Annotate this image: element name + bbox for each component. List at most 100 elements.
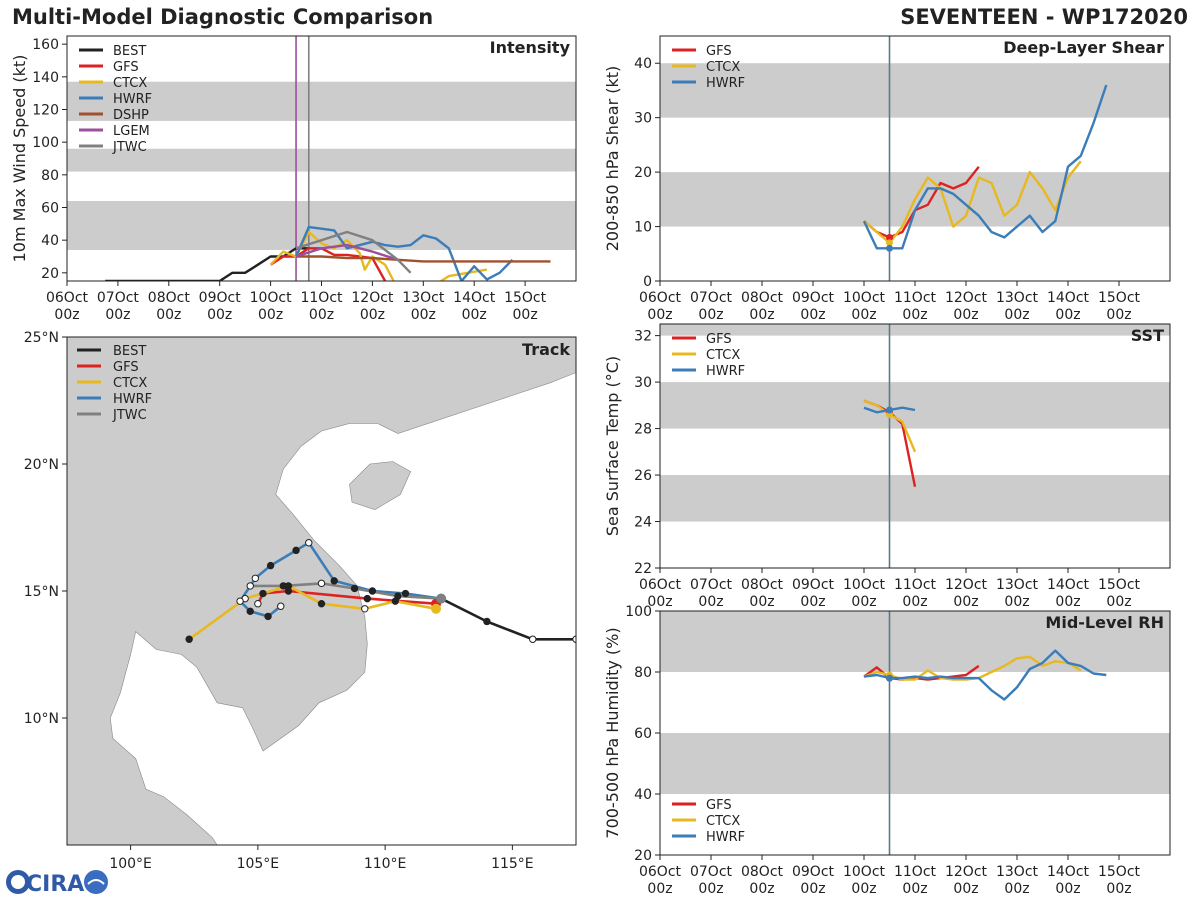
- shear-xtick-sublabel: 00z: [800, 307, 825, 323]
- rh-xtick-sublabel: 00z: [851, 881, 876, 897]
- track-legend-label: CTCX: [113, 376, 147, 391]
- shear-xtick-label: 12Oct: [945, 290, 988, 306]
- track-point-hwrf: [246, 607, 254, 616]
- rh-xtick-label: 08Oct: [741, 864, 784, 880]
- sst-init-point-hwrf: [886, 406, 893, 414]
- track-point-gfs: [254, 600, 262, 608]
- rh-ytick-label: 80: [634, 665, 652, 681]
- track-point-jtwc: [394, 592, 402, 600]
- sst-ytick-label: 24: [634, 515, 652, 531]
- track-point-jtwc: [246, 582, 254, 590]
- intensity-xtick-sublabel: 00z: [462, 307, 487, 323]
- track-point-jtwc: [317, 579, 326, 588]
- sst-xtick-label: 12Oct: [945, 577, 988, 593]
- sst-xtick-label: 11Oct: [894, 577, 937, 593]
- shear-init-point-ctcx: [886, 239, 893, 247]
- track-point-hwrf: [251, 574, 260, 582]
- shear-init-point-hwrf: [886, 244, 893, 252]
- intensity-xtick-label: 09Oct: [199, 290, 242, 306]
- panel-sst: 22242628303206Oct00z07Oct00z08Oct00z09Oc…: [603, 323, 1171, 610]
- intensity-xtick-sublabel: 00z: [207, 307, 232, 323]
- sst-xtick-sublabel: 00z: [647, 594, 672, 610]
- storm-id: SEVENTEEN - WP172020: [900, 5, 1188, 29]
- track-point-jtwc: [350, 584, 359, 593]
- rh-xtick-sublabel: 00z: [749, 881, 774, 897]
- shear-xtick-sublabel: 00z: [953, 307, 978, 323]
- cira-logo: CIRA: [6, 870, 108, 897]
- shear-ytick-label: 30: [634, 111, 652, 127]
- intensity-xtick-label: 07Oct: [97, 290, 140, 306]
- shear-title: Deep-Layer Shear: [1003, 38, 1164, 57]
- rh-init-point-hwrf: [886, 674, 893, 682]
- sst-xtick-label: 10Oct: [843, 577, 886, 593]
- intensity-ytick-label: 40: [41, 233, 59, 249]
- intensity-legend-label: JTWC: [112, 140, 147, 155]
- sst-ytick-label: 30: [634, 375, 652, 391]
- logo-globe-inner: [11, 875, 25, 889]
- shear-ytick-label: 0: [643, 274, 652, 290]
- rh-legend-label: CTCX: [706, 814, 740, 829]
- panel-intensity: 2040608010012014016006Oct00z07Oct00z08Oc…: [10, 35, 577, 323]
- intensity-xtick-sublabel: 00z: [156, 307, 181, 323]
- track-legend-label: JTWC: [112, 408, 147, 423]
- rh-xtick-label: 07Oct: [690, 864, 733, 880]
- sst-ytick-label: 32: [634, 329, 652, 345]
- intensity-series-lgem: [295, 243, 399, 261]
- rh-xtick-sublabel: 00z: [698, 881, 723, 897]
- intensity-ytick-label: 140: [32, 70, 59, 86]
- intensity-ytick-label: 160: [32, 37, 59, 53]
- shear-legend-label: GFS: [706, 44, 732, 59]
- sst-xtick-sublabel: 00z: [1055, 594, 1080, 610]
- rh-xtick-label: 06Oct: [639, 864, 682, 880]
- rh-xtick-sublabel: 00z: [1106, 881, 1131, 897]
- track-legend-label: BEST: [113, 344, 146, 359]
- rh-xtick-label: 12Oct: [945, 864, 988, 880]
- intensity-xtick-label: 06Oct: [46, 290, 89, 306]
- mainland-landmass: [67, 337, 576, 845]
- shear-series-gfs: [863, 165, 980, 239]
- rh-xtick-label: 09Oct: [792, 864, 835, 880]
- track-point-hwrf: [292, 546, 300, 555]
- shear-legend-label: HWRF: [706, 76, 745, 91]
- shear-xtick-sublabel: 00z: [1004, 307, 1029, 323]
- sst-xtick-label: 14Oct: [1047, 577, 1090, 593]
- intensity-band: [67, 81, 576, 121]
- sst-xtick-sublabel: 00z: [749, 594, 774, 610]
- shear-xtick-label: 13Oct: [996, 290, 1039, 306]
- intensity-ytick-label: 60: [41, 201, 59, 217]
- intensity-series-dshp: [296, 255, 551, 263]
- track-point-hwrf: [368, 587, 377, 595]
- track-title: Track: [522, 340, 570, 359]
- rh-legend-label: GFS: [706, 798, 732, 813]
- shear-init-point-gfs: [886, 233, 893, 241]
- shear-legend-label: CTCX: [706, 60, 740, 75]
- track-point-ctcx: [361, 605, 369, 613]
- intensity-xtick-sublabel: 00z: [309, 307, 334, 323]
- track-point-hwrf: [330, 577, 338, 585]
- rh-xtick-label: 14Oct: [1047, 864, 1090, 880]
- sst-ytick-label: 22: [634, 561, 652, 577]
- intensity-legend-label: DSHP: [113, 108, 149, 123]
- track-ytick-label: 20°N: [24, 457, 59, 473]
- rh-xtick-sublabel: 00z: [1055, 881, 1080, 897]
- shear-xtick-label: 15Oct: [1098, 290, 1141, 306]
- track-map-area: [67, 337, 576, 845]
- rh-plot-area: [660, 611, 1170, 855]
- rh-xtick-label: 15Oct: [1098, 864, 1141, 880]
- intensity-plot-area: [67, 36, 576, 281]
- track-xtick-label: 105°E: [237, 856, 280, 872]
- sst-xtick-sublabel: 00z: [902, 594, 927, 610]
- rh-ytick-label: 100: [625, 604, 652, 620]
- shear-ytick-label: 10: [634, 220, 652, 236]
- intensity-legend-label: BEST: [113, 44, 146, 59]
- logo-seal-wave: [87, 879, 105, 885]
- intensity-ytick-label: 100: [32, 135, 59, 151]
- track-point-hwrf: [277, 602, 285, 610]
- intensity-title: Intensity: [490, 38, 571, 57]
- panel-rh: 2040608010006Oct00z07Oct00z08Oct00z09Oct…: [603, 604, 1171, 897]
- intensity-xtick-label: 14Oct: [453, 290, 496, 306]
- rh-band: [660, 611, 1170, 672]
- track-xtick-label: 110°E: [364, 856, 407, 872]
- shear-ylabel: 200-850 hPa Shear (kt): [603, 66, 622, 252]
- sst-xtick-label: 07Oct: [690, 577, 733, 593]
